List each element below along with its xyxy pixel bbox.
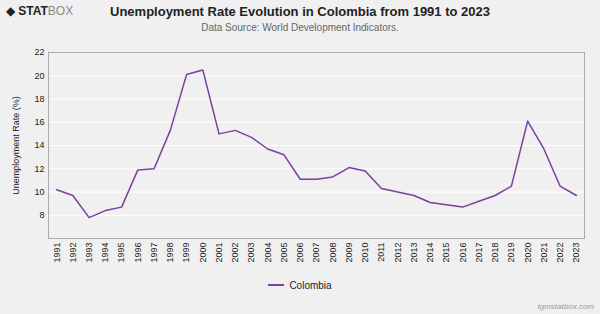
html-text:◆ STAT BOX: ◆ STAT BOX <box>6 4 74 18</box>
svg-text:1997: 1997 <box>149 243 159 263</box>
svg-text:2003: 2003 <box>246 243 256 263</box>
svg-text:1991: 1991 <box>52 243 62 263</box>
svg-text:1998: 1998 <box>165 243 175 263</box>
svg-text:2010: 2010 <box>360 243 370 263</box>
svg-text:2020: 2020 <box>523 243 533 263</box>
svg-text:1993: 1993 <box>84 243 94 263</box>
svg-text:2019: 2019 <box>506 243 516 263</box>
svg-text:2000: 2000 <box>198 243 208 263</box>
svg-text:1992: 1992 <box>68 243 78 263</box>
svg-text:2011: 2011 <box>376 243 386 262</box>
svg-text:2012: 2012 <box>393 243 403 263</box>
svg-text:2015: 2015 <box>441 243 451 263</box>
svg-text:1994: 1994 <box>100 243 110 263</box>
html-text:Colombia: Colombia <box>289 279 332 291</box>
svg-text:1995: 1995 <box>116 243 126 263</box>
svg-text:2004: 2004 <box>263 243 273 263</box>
svg-text:10: 10 <box>34 187 44 197</box>
svg-text:2017: 2017 <box>474 243 484 263</box>
svg-text:22: 22 <box>34 47 44 57</box>
svg-text:1999: 1999 <box>181 243 191 263</box>
svg-text:2009: 2009 <box>344 243 354 263</box>
svg-text:18: 18 <box>34 94 44 104</box>
svg-text:2016: 2016 <box>458 243 468 263</box>
svg-text:8: 8 <box>39 210 44 220</box>
svg-text:2007: 2007 <box>311 243 321 263</box>
svg-text:16: 16 <box>34 117 44 127</box>
html-text:Unemployment Rate Evolution in: Unemployment Rate Evolution in Colombia … <box>110 4 490 19</box>
svg-text:12: 12 <box>34 164 44 174</box>
svg-text:2005: 2005 <box>279 243 289 263</box>
svg-text:2001: 2001 <box>214 243 224 263</box>
svg-text:20: 20 <box>34 71 44 81</box>
svg-text:2022: 2022 <box>555 243 565 263</box>
svg-text:2023: 2023 <box>571 243 581 263</box>
svg-text:2008: 2008 <box>328 243 338 263</box>
svg-text:14: 14 <box>34 140 44 150</box>
svg-text:Unemployment Rate (%): Unemployment Rate (%) <box>11 96 21 195</box>
html-text:tgmstatbox.com: tgmstatbox.com <box>537 302 594 311</box>
svg-text:1996: 1996 <box>133 243 143 263</box>
svg-text:2018: 2018 <box>490 243 500 263</box>
html-text:Data Source: World Development: Data Source: World Development Indicator… <box>201 22 399 33</box>
svg-text:2002: 2002 <box>230 243 240 263</box>
svg-text:2021: 2021 <box>539 243 549 263</box>
svg-text:2006: 2006 <box>295 243 305 263</box>
svg-text:2013: 2013 <box>409 243 419 263</box>
svg-text:2014: 2014 <box>425 243 435 263</box>
